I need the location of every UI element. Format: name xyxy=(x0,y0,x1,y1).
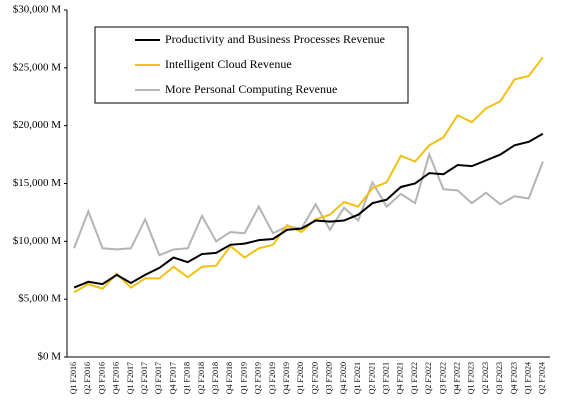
x-tick-label: Q1 F2020 xyxy=(296,362,305,394)
x-tick-label: Q1 F2019 xyxy=(239,362,248,394)
legend-label: More Personal Computing Revenue xyxy=(165,82,337,96)
x-tick-label: Q1 F2016 xyxy=(69,362,78,394)
y-tick-label: $20,000 M xyxy=(13,119,62,131)
x-tick-label: Q2 F2023 xyxy=(481,362,490,394)
x-tick-label: Q2 F2022 xyxy=(424,362,433,394)
series-line xyxy=(73,151,544,257)
x-tick-label: Q3 F2016 xyxy=(97,362,106,394)
y-tick-label: $25,000 M xyxy=(13,61,62,73)
x-tick-label: Q3 F2019 xyxy=(268,362,277,394)
x-tick-label: Q4 F2021 xyxy=(396,362,405,394)
x-tick-label: Q3 F2023 xyxy=(495,362,504,394)
x-tick-label: Q2 F2017 xyxy=(140,362,149,394)
x-tick-label: Q1 F2018 xyxy=(183,362,192,394)
x-tick-label: Q1 F2024 xyxy=(524,362,533,394)
x-tick-label: Q2 F2016 xyxy=(83,362,92,394)
x-tick-label: Q3 F2018 xyxy=(211,362,220,394)
y-tick-label: $30,000 M xyxy=(13,4,62,16)
x-tick-label: Q2 F2019 xyxy=(254,362,263,394)
x-tick-label: Q3 F2022 xyxy=(438,362,447,394)
x-tick-label: Q4 F2018 xyxy=(225,362,234,394)
series-line xyxy=(73,56,544,294)
x-tick-label: Q4 F2019 xyxy=(282,362,291,394)
y-tick-label: $5,000 M xyxy=(18,293,61,305)
y-tick-label: $0 M xyxy=(37,351,61,363)
x-tick-label: Q4 F2022 xyxy=(452,362,461,394)
x-tick-label: Q2 F2020 xyxy=(310,362,319,394)
x-tick-label: Q3 F2017 xyxy=(154,362,163,394)
x-tick-label: Q2 F2021 xyxy=(367,362,376,394)
x-tick-label: Q1 F2023 xyxy=(467,362,476,394)
x-tick-label: Q4 F2020 xyxy=(339,362,348,394)
x-tick-label: Q3 F2020 xyxy=(325,362,334,394)
x-tick-label: Q3 F2021 xyxy=(381,362,390,394)
y-tick-label: $10,000 M xyxy=(13,235,62,247)
series-line xyxy=(73,132,544,289)
x-tick-label: Q1 F2021 xyxy=(353,362,362,394)
legend-label: Productivity and Business Processes Reve… xyxy=(165,32,385,46)
x-tick-label: Q4 F2017 xyxy=(168,362,177,394)
x-tick-label: Q1 F2017 xyxy=(126,362,135,394)
legend-label: Intelligent Cloud Revenue xyxy=(165,57,292,71)
x-tick-label: Q1 F2022 xyxy=(410,362,419,394)
x-tick-label: Q2 F2024 xyxy=(538,362,547,394)
x-tick-label: Q4 F2016 xyxy=(112,362,121,394)
y-tick-label: $15,000 M xyxy=(13,177,62,189)
x-tick-label: Q2 F2018 xyxy=(197,362,206,394)
x-tick-label: Q4 F2023 xyxy=(509,362,518,394)
